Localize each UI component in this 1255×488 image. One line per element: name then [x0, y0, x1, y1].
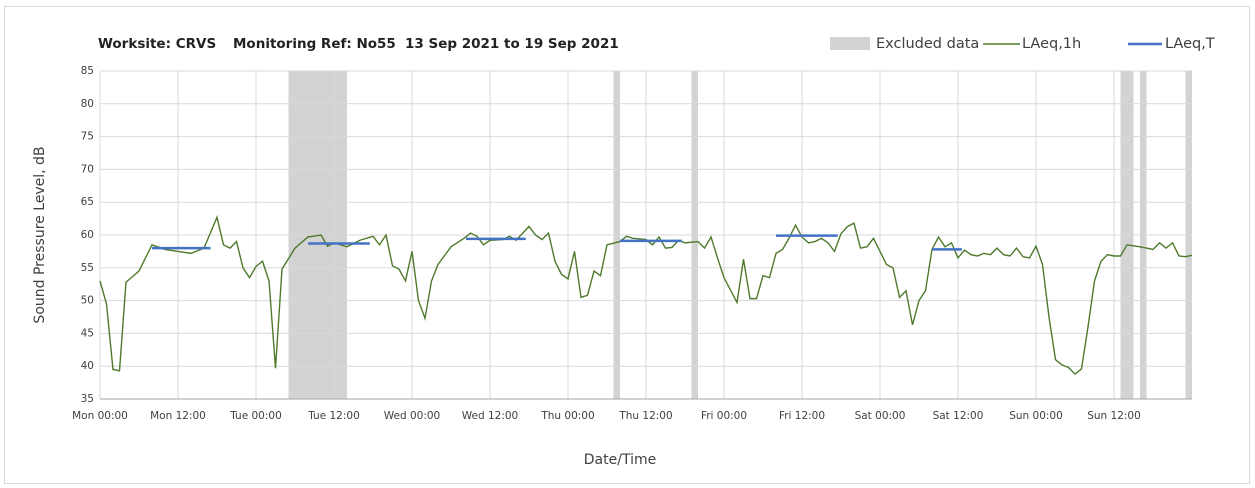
x-tick-label: Thu 12:00	[618, 410, 672, 422]
chart-border	[4, 6, 1250, 484]
y-tick-label: 55	[81, 262, 94, 274]
y-axis-label: Sound Pressure Level, dB	[32, 146, 48, 323]
y-tick-label: 60	[81, 229, 94, 241]
x-tick-label: Wed 12:00	[462, 410, 519, 422]
x-tick-label: Fri 00:00	[701, 410, 747, 422]
title-dates: 13 Sep 2021 to 19 Sep 2021	[405, 36, 619, 52]
y-tick-label: 80	[81, 98, 94, 110]
x-tick-label: Sun 12:00	[1087, 410, 1141, 422]
y-tick-label: 70	[81, 163, 94, 175]
x-tick-label: Tue 00:00	[229, 410, 282, 422]
y-tick-label: 50	[81, 295, 94, 307]
legend-label: Excluded data	[876, 36, 979, 52]
y-tick-label: 75	[81, 131, 94, 143]
x-tick-label: Sun 00:00	[1009, 410, 1063, 422]
legend-swatch	[830, 37, 870, 50]
x-axis-label: Date/Time	[584, 452, 656, 468]
x-tick-label: Wed 00:00	[384, 410, 441, 422]
y-tick-label: 35	[81, 393, 94, 405]
title-ref: Monitoring Ref: No55	[233, 36, 396, 52]
x-tick-label: Mon 12:00	[150, 410, 206, 422]
y-tick-label: 45	[81, 327, 94, 339]
legend-label: LAeq,1h	[1022, 36, 1081, 52]
legend-label: LAeq,T	[1165, 36, 1215, 52]
x-tick-label: Thu 00:00	[540, 410, 594, 422]
x-tick-label: Tue 12:00	[307, 410, 360, 422]
x-tick-label: Sat 12:00	[933, 410, 984, 422]
x-tick-label: Fri 12:00	[779, 410, 825, 422]
x-tick-label: Mon 00:00	[72, 410, 128, 422]
x-tick-label: Sat 00:00	[855, 410, 906, 422]
y-tick-label: 85	[81, 65, 94, 77]
y-tick-label: 65	[81, 196, 94, 208]
y-tick-label: 40	[81, 360, 94, 372]
title-worksite: Worksite: CRVS	[98, 36, 216, 52]
line-laeq-1h	[99, 215, 1193, 376]
